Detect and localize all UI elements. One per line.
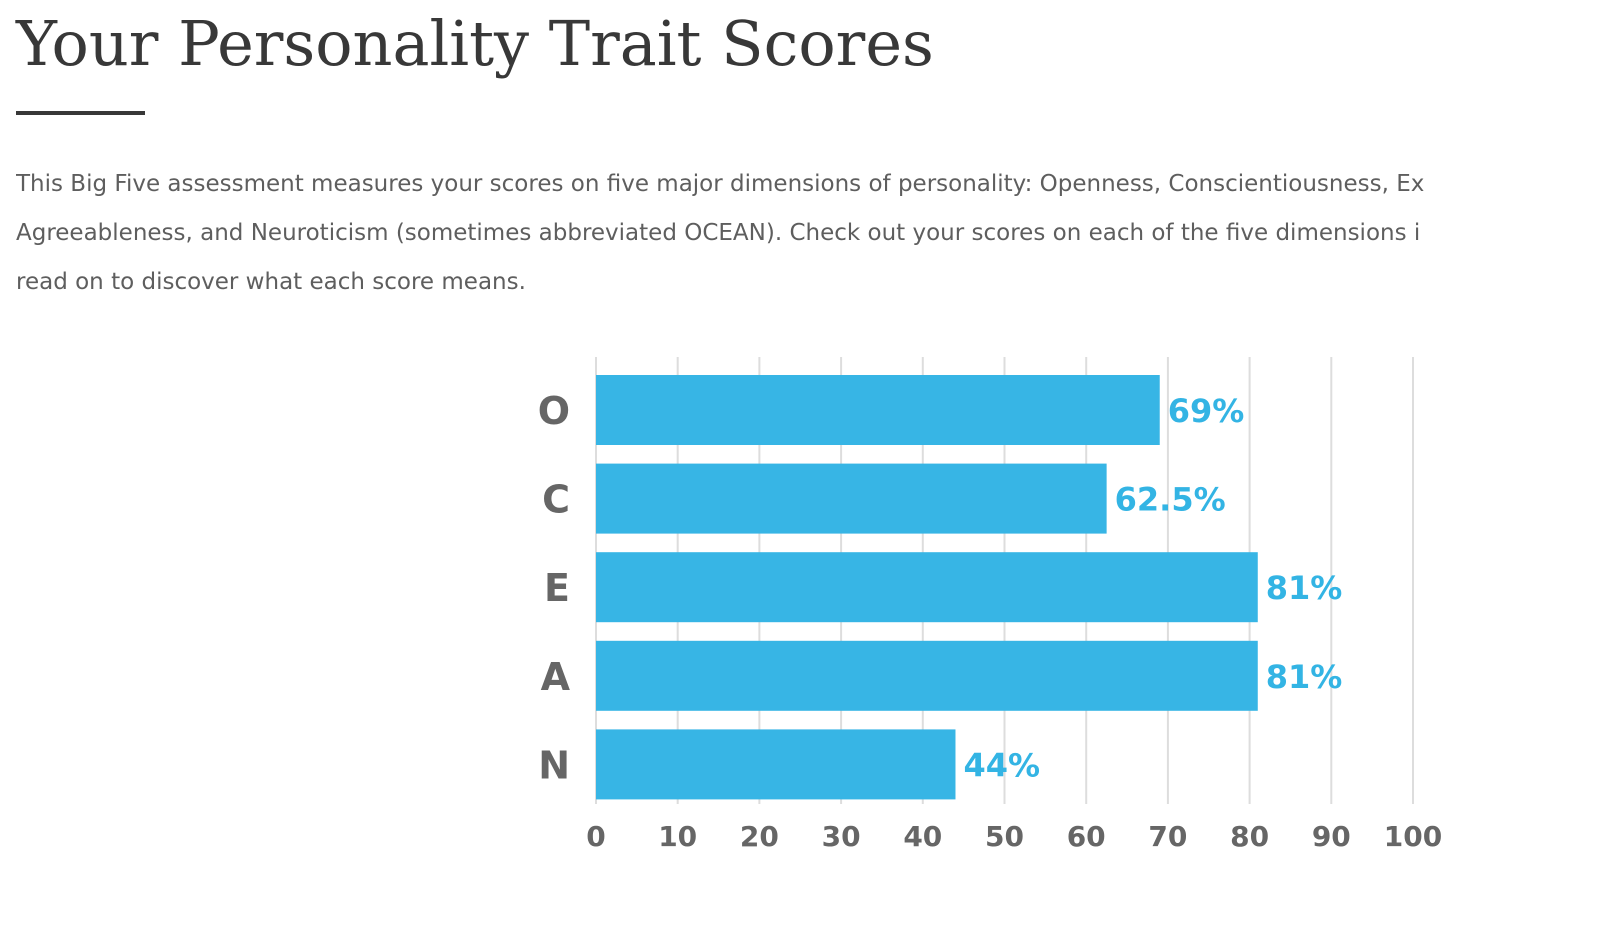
labels: 0 10 20 30 40 50 60 70 80 90 100 O 69% C 62.5% E 81% A 81%… <box>538 389 1443 853</box>
category-label-a: A <box>541 655 571 699</box>
category-label-e: E <box>544 566 570 610</box>
x-tick-label-30: 30 <box>822 820 861 853</box>
bars <box>596 375 1258 800</box>
title-divider <box>16 111 145 115</box>
data-label-a: 81% <box>1266 658 1343 696</box>
bar-o <box>596 375 1160 445</box>
bar-e <box>596 552 1258 623</box>
x-tick-label-100: 100 <box>1384 820 1442 853</box>
category-label-n: N <box>538 743 570 787</box>
data-label-e: 81% <box>1266 569 1343 607</box>
x-tick-label-60: 60 <box>1067 820 1106 853</box>
intro-line-1: This Big Five assessment measures your s… <box>16 171 1425 197</box>
x-tick-label-50: 50 <box>985 820 1024 853</box>
intro-line-3: read on to discover what each score mean… <box>16 269 526 295</box>
x-tick-label-10: 10 <box>658 820 697 853</box>
bar-a <box>596 640 1258 711</box>
x-tick-label-70: 70 <box>1148 820 1187 853</box>
intro-line-2: Agreeableness, and Neuroticism (sometime… <box>16 220 1421 246</box>
trait-score-chart: 0 10 20 30 40 50 60 70 80 90 100 O 69% C 62.5% E 81% A 81%… <box>538 357 1443 853</box>
x-tick-label-90: 90 <box>1312 820 1351 853</box>
x-tick-label-40: 40 <box>903 820 942 853</box>
category-label-o: O <box>538 389 570 433</box>
category-label-c: C <box>542 478 570 522</box>
bar-n <box>596 729 956 800</box>
x-tick-label-80: 80 <box>1230 820 1269 853</box>
data-label-n: 44% <box>963 746 1040 784</box>
data-label-o: 69% <box>1168 392 1245 430</box>
x-tick-label-20: 20 <box>740 820 779 853</box>
bar-c <box>596 463 1107 534</box>
x-tick-label-0: 0 <box>586 820 605 853</box>
intro-paragraph: This Big Five assessment measures your s… <box>16 160 1576 310</box>
data-label-c: 62.5% <box>1115 481 1226 519</box>
page-title: Your Personality Trait Scores <box>16 7 934 80</box>
